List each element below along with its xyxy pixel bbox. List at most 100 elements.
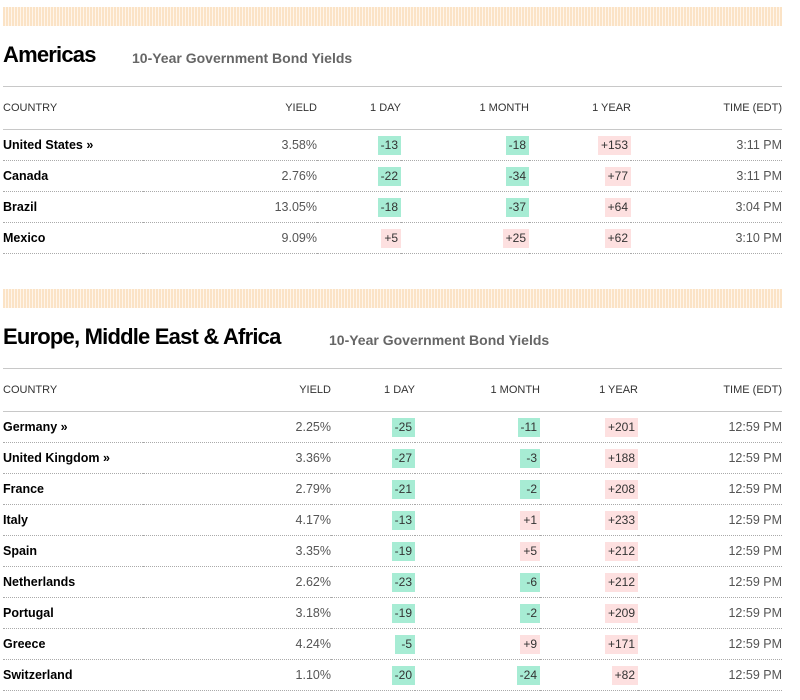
country-link[interactable]: United States »	[3, 138, 94, 152]
change-badge: +1	[520, 510, 540, 530]
column-header-1-month[interactable]: 1 MONTH	[401, 86, 529, 130]
table-row: United States » 3.58% -13 -18 +153 3:11 …	[3, 129, 782, 161]
change-badge: +209	[604, 603, 638, 623]
column-header-1-day[interactable]: 1 DAY	[317, 86, 401, 130]
day-change-cell: -21	[331, 473, 415, 505]
emea-header-band	[3, 289, 782, 308]
year-change-cell: +233	[540, 504, 638, 536]
time-cell: 3:11 PM	[631, 160, 782, 192]
country-cell[interactable]: United Kingdom »	[3, 442, 143, 474]
day-change-cell: -23	[331, 566, 415, 598]
year-change-cell: +62	[529, 222, 631, 254]
change-badge: +25	[502, 228, 529, 248]
month-change-cell: +5	[415, 535, 540, 567]
country-link[interactable]: Germany »	[3, 420, 68, 434]
country-cell[interactable]: United States »	[3, 129, 143, 161]
table-row: Mexico 9.09% +5 +25 +62 3:10 PM	[3, 222, 782, 254]
table-row: Brazil 13.05% -18 -37 +64 3:04 PM	[3, 191, 782, 223]
americas-table: COUNTRY YIELD 1 DAY 1 MONTH 1 YEAR TIME …	[3, 86, 782, 254]
yield-cell: 4.17%	[143, 504, 331, 536]
day-change-cell: +5	[317, 222, 401, 254]
day-change-cell: -22	[317, 160, 401, 192]
change-badge: -2	[520, 603, 540, 623]
change-badge: -18	[505, 135, 529, 155]
time-cell: 12:59 PM	[638, 597, 782, 629]
time-cell: 12:59 PM	[638, 411, 782, 443]
change-badge: +171	[604, 634, 638, 654]
year-change-cell: +153	[529, 129, 631, 161]
table-row: Italy 4.17% -13 +1 +233 12:59 PM	[3, 504, 782, 536]
change-badge: -19	[391, 603, 415, 623]
change-badge: +5	[520, 541, 540, 561]
country-cell: Portugal	[3, 597, 143, 629]
column-header-1-day[interactable]: 1 DAY	[331, 368, 415, 412]
column-header-1-year[interactable]: 1 YEAR	[540, 368, 638, 412]
americas-table-section: COUNTRY YIELD 1 DAY 1 MONTH 1 YEAR TIME …	[3, 86, 782, 254]
change-badge: -24	[516, 665, 540, 685]
emea-title: Europe, Middle East & Africa	[3, 324, 281, 349]
yield-cell: 9.09%	[143, 222, 317, 254]
year-change-cell: +201	[540, 411, 638, 443]
time-cell: 12:59 PM	[638, 473, 782, 505]
month-change-cell: -18	[401, 129, 529, 161]
change-badge: +188	[604, 448, 638, 468]
yield-cell: 3.35%	[143, 535, 331, 567]
table-row: Greece 4.24% -5 +9 +171 12:59 PM	[3, 628, 782, 660]
month-change-cell: -37	[401, 191, 529, 223]
column-header-time[interactable]: TIME (EDT)	[631, 86, 782, 130]
time-cell: 3:10 PM	[631, 222, 782, 254]
year-change-cell: +208	[540, 473, 638, 505]
day-change-cell: -19	[331, 535, 415, 567]
country-cell: Mexico	[3, 222, 143, 254]
year-change-cell: +212	[540, 566, 638, 598]
year-change-cell: +188	[540, 442, 638, 474]
month-change-cell: +25	[401, 222, 529, 254]
change-badge: -25	[391, 417, 415, 437]
month-change-cell: +1	[415, 504, 540, 536]
yield-cell: 2.25%	[143, 411, 331, 443]
country-cell: Netherlands	[3, 566, 143, 598]
time-cell: 3:11 PM	[631, 129, 782, 161]
column-header-1-year[interactable]: 1 YEAR	[529, 86, 631, 130]
month-change-cell: -11	[415, 411, 540, 443]
time-cell: 12:59 PM	[638, 566, 782, 598]
column-header-time[interactable]: TIME (EDT)	[638, 368, 782, 412]
emea-table-section: COUNTRY YIELD 1 DAY 1 MONTH 1 YEAR TIME …	[3, 368, 782, 691]
column-header-yield[interactable]: YIELD	[143, 86, 317, 130]
change-badge: -13	[391, 510, 415, 530]
year-change-cell: +171	[540, 628, 638, 660]
column-header-yield[interactable]: YIELD	[143, 368, 331, 412]
month-change-cell: -34	[401, 160, 529, 192]
table-row: United Kingdom » 3.36% -27 -3 +188 12:59…	[3, 442, 782, 474]
change-badge: -19	[391, 541, 415, 561]
change-badge: +212	[604, 572, 638, 592]
change-badge: -20	[391, 665, 415, 685]
change-badge: -37	[505, 197, 529, 217]
change-badge: +212	[604, 541, 638, 561]
change-badge: -6	[520, 572, 540, 592]
emea-table-body: Germany » 2.25% -25 -11 +201 12:59 PM Un…	[3, 411, 782, 691]
yield-cell: 2.76%	[143, 160, 317, 192]
year-change-cell: +209	[540, 597, 638, 629]
month-change-cell: -3	[415, 442, 540, 474]
day-change-cell: -18	[317, 191, 401, 223]
change-badge: +82	[611, 665, 638, 685]
country-cell: Canada	[3, 160, 143, 192]
column-header-1-month[interactable]: 1 MONTH	[415, 368, 540, 412]
day-change-cell: -13	[317, 129, 401, 161]
column-header-country[interactable]: COUNTRY	[3, 86, 143, 130]
change-badge: +64	[604, 197, 631, 217]
time-cell: 12:59 PM	[638, 659, 782, 691]
change-badge: +5	[381, 228, 401, 248]
country-cell[interactable]: Germany »	[3, 411, 143, 443]
table-row: Portugal 3.18% -19 -2 +209 12:59 PM	[3, 597, 782, 629]
country-cell: Greece	[3, 628, 143, 660]
country-link[interactable]: United Kingdom »	[3, 451, 110, 465]
emea-table: COUNTRY YIELD 1 DAY 1 MONTH 1 YEAR TIME …	[3, 368, 782, 691]
month-change-cell: -24	[415, 659, 540, 691]
column-header-country[interactable]: COUNTRY	[3, 368, 143, 412]
table-row: Spain 3.35% -19 +5 +212 12:59 PM	[3, 535, 782, 567]
change-badge: -34	[505, 166, 529, 186]
yield-cell: 3.58%	[143, 129, 317, 161]
americas-subtitle: 10-Year Government Bond Yields	[132, 50, 353, 66]
